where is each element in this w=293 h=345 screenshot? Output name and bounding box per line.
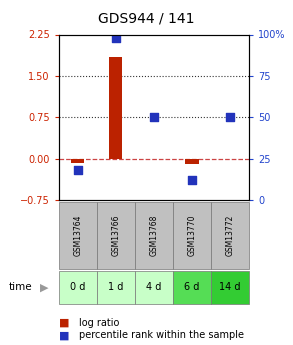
Text: 0 d: 0 d — [70, 282, 85, 292]
Bar — [59, 271, 97, 304]
Bar — [135, 271, 173, 304]
Bar — [185, 159, 199, 164]
Bar — [211, 202, 249, 269]
Point — [151, 115, 156, 120]
Bar — [109, 57, 122, 159]
Text: 4 d: 4 d — [146, 282, 161, 292]
Text: 1 d: 1 d — [108, 282, 123, 292]
Text: 14 d: 14 d — [219, 282, 241, 292]
Text: time: time — [9, 282, 33, 292]
Bar — [135, 202, 173, 269]
Text: ■: ■ — [59, 318, 69, 327]
Text: GDS944 / 141: GDS944 / 141 — [98, 12, 195, 26]
Text: GSM13764: GSM13764 — [73, 215, 82, 256]
Text: GSM13770: GSM13770 — [188, 215, 196, 256]
Point — [228, 115, 232, 120]
Text: GSM13768: GSM13768 — [149, 215, 158, 256]
Point — [190, 177, 194, 183]
Text: 6 d: 6 d — [184, 282, 200, 292]
Text: GSM13766: GSM13766 — [111, 215, 120, 256]
Bar — [173, 271, 211, 304]
Text: ■: ■ — [59, 331, 69, 340]
Text: GSM13772: GSM13772 — [226, 215, 234, 256]
Text: log ratio: log ratio — [79, 318, 120, 327]
Bar — [211, 271, 249, 304]
Bar — [97, 202, 135, 269]
Bar — [71, 159, 84, 163]
Text: percentile rank within the sample: percentile rank within the sample — [79, 331, 244, 340]
Bar — [97, 271, 135, 304]
Point — [113, 35, 118, 41]
Bar — [173, 202, 211, 269]
Bar — [59, 202, 97, 269]
Point — [75, 168, 80, 173]
Text: ▶: ▶ — [40, 282, 48, 292]
